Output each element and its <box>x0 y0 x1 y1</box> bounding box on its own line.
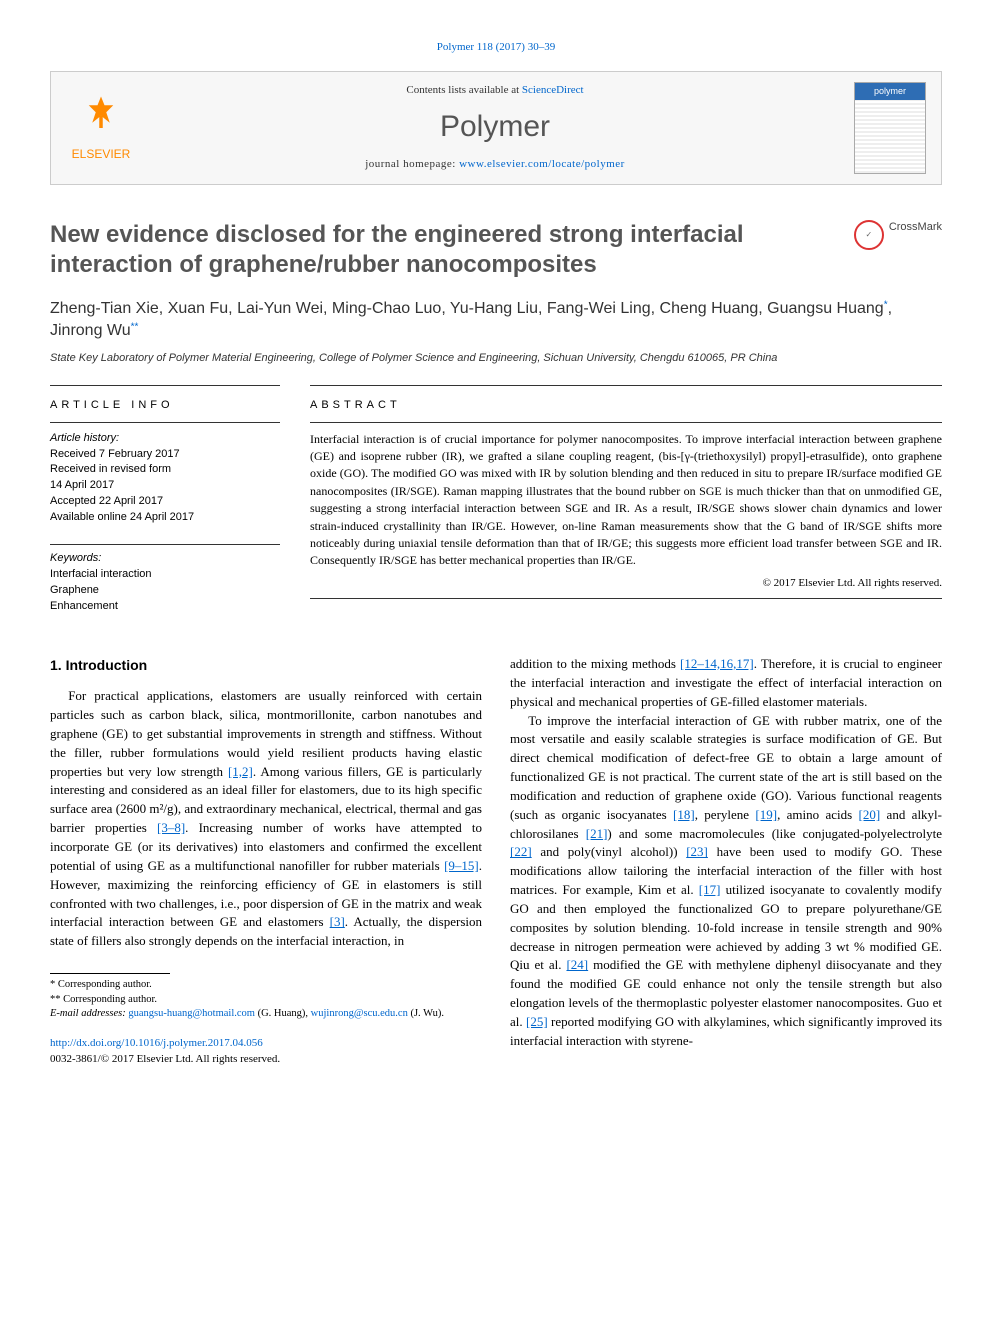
email-line: E-mail addresses: guangsu-huang@hotmail.… <box>50 1007 482 1022</box>
keyword-2: Graphene <box>50 583 280 599</box>
doi-link[interactable]: http://dx.doi.org/10.1016/j.polymer.2017… <box>50 1037 263 1049</box>
footnotes: * Corresponding author. ** Corresponding… <box>50 978 482 1022</box>
email-who-1: (G. Huang), <box>255 1008 311 1019</box>
corr-note-1: * Corresponding author. <box>50 978 482 993</box>
homepage-link[interactable]: www.elsevier.com/locate/polymer <box>459 158 625 170</box>
journal-name: Polymer <box>136 105 854 149</box>
authors-main: Zheng-Tian Xie, Xuan Fu, Lai-Yun Wei, Mi… <box>50 300 884 317</box>
copyright-line: © 2017 Elsevier Ltd. All rights reserved… <box>310 576 942 592</box>
ref-link[interactable]: [25] <box>526 1014 548 1029</box>
page: Polymer 118 (2017) 30–39 ELSEVIER Conten… <box>0 0 992 1098</box>
contents-text: Contents lists available at <box>406 84 521 96</box>
article-info-column: ARTICLE INFO Article history: Received 7… <box>50 385 280 615</box>
email-who-2: (J. Wu). <box>408 1008 444 1019</box>
ref-link[interactable]: [20] <box>859 807 881 822</box>
text-run: To improve the interfacial interaction o… <box>510 713 942 822</box>
intro-heading: 1. Introduction <box>50 655 482 675</box>
history-revised-line2: 14 April 2017 <box>50 478 280 494</box>
text-run: , amino acids <box>777 807 858 822</box>
ref-link[interactable]: [23] <box>686 844 708 859</box>
email-link-1[interactable]: guangsu-huang@hotmail.com <box>128 1008 255 1019</box>
corr-mark-2[interactable]: ** <box>131 322 139 338</box>
footnote-separator <box>50 973 170 974</box>
ref-link[interactable]: [24] <box>566 957 588 972</box>
abstract-label: ABSTRACT <box>310 398 942 414</box>
cover-label: polymer <box>855 83 925 100</box>
article-info-label: ARTICLE INFO <box>50 398 280 414</box>
history-received: Received 7 February 2017 <box>50 447 280 463</box>
ref-link[interactable]: [17] <box>699 882 721 897</box>
intro-paragraph-1: For practical applications, elastomers a… <box>50 687 482 951</box>
text-run: reported modifying GO with alkylamines, … <box>510 1014 942 1048</box>
right-column: addition to the mixing methods [12–14,16… <box>510 655 942 1068</box>
body-columns: 1. Introduction For practical applicatio… <box>50 655 942 1068</box>
crossmark-icon: ✓ <box>854 220 884 250</box>
crossmark-badge[interactable]: ✓ CrossMark <box>854 220 942 280</box>
ref-link[interactable]: [9–15] <box>444 858 479 873</box>
crossmark-label: CrossMark <box>889 220 942 236</box>
ref-link[interactable]: [1,2] <box>228 764 253 779</box>
intro-paragraph-1-cont: addition to the mixing methods [12–14,16… <box>510 655 942 712</box>
history-revised-line1: Received in revised form <box>50 462 280 478</box>
elsevier-tree-icon <box>80 93 122 142</box>
history-heading: Article history: <box>50 431 280 447</box>
ref-link[interactable]: [19] <box>755 807 777 822</box>
keyword-3: Enhancement <box>50 599 280 615</box>
ref-link[interactable]: [3–8] <box>157 820 185 835</box>
text-run: and poly(vinyl alcohol)) <box>532 844 687 859</box>
history-accepted: Accepted 22 April 2017 <box>50 494 280 510</box>
text-run: , perylene <box>695 807 756 822</box>
abstract-text: Interfacial interaction is of crucial im… <box>310 431 942 570</box>
email-label: E-mail addresses: <box>50 1008 128 1019</box>
journal-header: ELSEVIER Contents lists available at Sci… <box>50 71 942 185</box>
email-link-2[interactable]: wujinrong@scu.edu.cn <box>311 1008 408 1019</box>
homepage-line: journal homepage: www.elsevier.com/locat… <box>136 157 854 173</box>
issn-copyright: 0032-3861/© 2017 Elsevier Ltd. All right… <box>50 1052 482 1068</box>
ref-link[interactable]: [21] <box>586 826 608 841</box>
ref-link[interactable]: [22] <box>510 844 532 859</box>
intro-paragraph-2: To improve the interfacial interaction o… <box>510 712 942 1051</box>
publisher-logo: ELSEVIER <box>66 93 136 163</box>
affiliation: State Key Laboratory of Polymer Material… <box>50 351 942 367</box>
corr-note-2: ** Corresponding author. <box>50 993 482 1008</box>
author-list: Zheng-Tian Xie, Xuan Fu, Lai-Yun Wei, Mi… <box>50 298 942 343</box>
ref-link[interactable]: [18] <box>673 807 695 822</box>
contents-line: Contents lists available at ScienceDirec… <box>136 83 854 99</box>
top-citation: Polymer 118 (2017) 30–39 <box>50 40 942 56</box>
keywords-heading: Keywords: <box>50 551 280 567</box>
sciencedirect-link[interactable]: ScienceDirect <box>522 84 584 96</box>
left-column: 1. Introduction For practical applicatio… <box>50 655 482 1068</box>
paper-title: New evidence disclosed for the engineere… <box>50 220 834 280</box>
homepage-prefix: journal homepage: <box>365 158 459 170</box>
history-online: Available online 24 April 2017 <box>50 510 280 526</box>
keyword-1: Interfacial interaction <box>50 567 280 583</box>
journal-cover-thumb: polymer <box>854 82 926 174</box>
doi-block: http://dx.doi.org/10.1016/j.polymer.2017… <box>50 1036 482 1068</box>
ref-link[interactable]: [12–14,16,17] <box>680 656 754 671</box>
text-run: addition to the mixing methods <box>510 656 680 671</box>
publisher-name: ELSEVIER <box>72 146 131 163</box>
text-run: ) and some macromolecules (like conjugat… <box>607 826 942 841</box>
abstract-column: ABSTRACT Interfacial interaction is of c… <box>310 385 942 615</box>
ref-link[interactable]: [3] <box>330 914 345 929</box>
